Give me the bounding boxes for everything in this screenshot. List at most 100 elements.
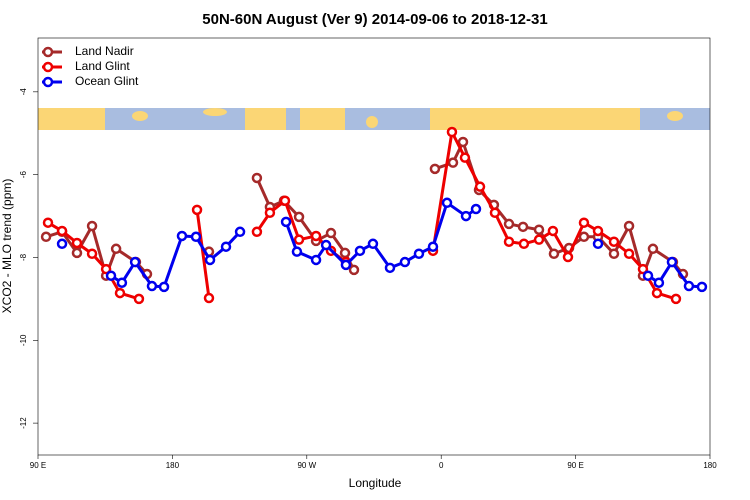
point	[114, 287, 126, 299]
point	[647, 243, 659, 255]
point	[129, 256, 141, 268]
point	[310, 230, 322, 242]
point	[533, 224, 545, 235]
point	[384, 262, 396, 274]
x-tick-label: 180	[703, 461, 717, 470]
chart-title: 50N-60N August (Ver 9) 2014-09-06 to 201…	[202, 11, 547, 28]
point	[100, 263, 112, 275]
point	[291, 246, 303, 257]
legend-marker	[42, 76, 54, 88]
point	[105, 270, 117, 281]
point	[348, 264, 360, 276]
point	[623, 248, 635, 259]
y-tick-label: -12	[19, 417, 28, 429]
point	[56, 225, 68, 237]
point	[279, 195, 291, 206]
point	[503, 236, 515, 247]
point	[251, 172, 263, 184]
point	[474, 181, 486, 192]
legend-label: Land Nadir	[75, 44, 134, 58]
point	[427, 241, 439, 252]
point	[251, 226, 263, 238]
y-axis-label: XCO2 - MLO trend (ppm)	[0, 179, 14, 314]
legend-marker	[42, 61, 54, 73]
point	[146, 280, 158, 292]
island	[203, 108, 227, 116]
point	[234, 226, 246, 238]
y-tick-label: -10	[19, 334, 28, 346]
point	[460, 210, 472, 222]
point	[280, 216, 292, 228]
point	[203, 292, 215, 304]
point	[651, 287, 663, 299]
ocean-band	[345, 108, 430, 130]
point	[459, 152, 471, 163]
point	[71, 237, 83, 249]
point	[683, 280, 695, 292]
island	[132, 111, 148, 121]
point	[204, 254, 216, 266]
point	[116, 277, 128, 288]
legend-marker	[42, 46, 54, 58]
point	[264, 207, 276, 219]
point	[191, 204, 203, 216]
point	[293, 234, 305, 245]
ocean-band	[286, 108, 300, 130]
point	[503, 218, 515, 230]
point	[190, 231, 202, 243]
point	[446, 126, 458, 138]
point	[220, 241, 232, 252]
legend-label: Ocean Glint	[75, 74, 139, 88]
point	[176, 230, 188, 242]
point	[40, 231, 52, 243]
point	[533, 234, 545, 245]
point	[110, 243, 122, 255]
point	[42, 217, 54, 228]
x-tick-label: 90 E	[567, 461, 583, 470]
y-tick-label: -4	[19, 88, 28, 96]
point	[517, 221, 529, 233]
point	[86, 220, 98, 232]
point	[592, 238, 604, 250]
point	[325, 227, 337, 239]
point	[637, 263, 649, 275]
point	[354, 245, 366, 257]
point	[666, 256, 678, 268]
point	[457, 136, 469, 148]
point	[696, 281, 708, 293]
x-axis-label: Longitude	[349, 476, 402, 490]
point	[642, 270, 654, 281]
point	[489, 207, 501, 219]
x-tick-label: 0	[439, 461, 444, 470]
point	[441, 197, 453, 209]
x-tick-label: 180	[166, 461, 180, 470]
map-strip	[38, 108, 710, 130]
point	[653, 277, 665, 288]
point	[518, 238, 530, 250]
point	[293, 211, 305, 223]
point	[367, 238, 379, 250]
point	[562, 251, 574, 263]
plot-frame	[37, 37, 711, 456]
point	[578, 231, 590, 243]
point	[399, 256, 411, 268]
island	[366, 116, 378, 128]
point	[592, 225, 604, 237]
point	[548, 248, 560, 259]
point	[429, 163, 441, 175]
point	[339, 247, 351, 259]
x-tick-label: 90 W	[297, 461, 316, 470]
point	[320, 239, 332, 251]
point	[608, 248, 620, 259]
point	[670, 293, 682, 305]
x-tick-label: 90 E	[30, 461, 46, 470]
legend-label: Land Glint	[75, 59, 130, 73]
point	[578, 217, 590, 228]
point	[158, 281, 170, 293]
y-tick-label: -8	[19, 253, 28, 261]
point	[623, 220, 635, 232]
point	[86, 248, 98, 259]
point	[310, 254, 322, 266]
island	[667, 111, 683, 121]
